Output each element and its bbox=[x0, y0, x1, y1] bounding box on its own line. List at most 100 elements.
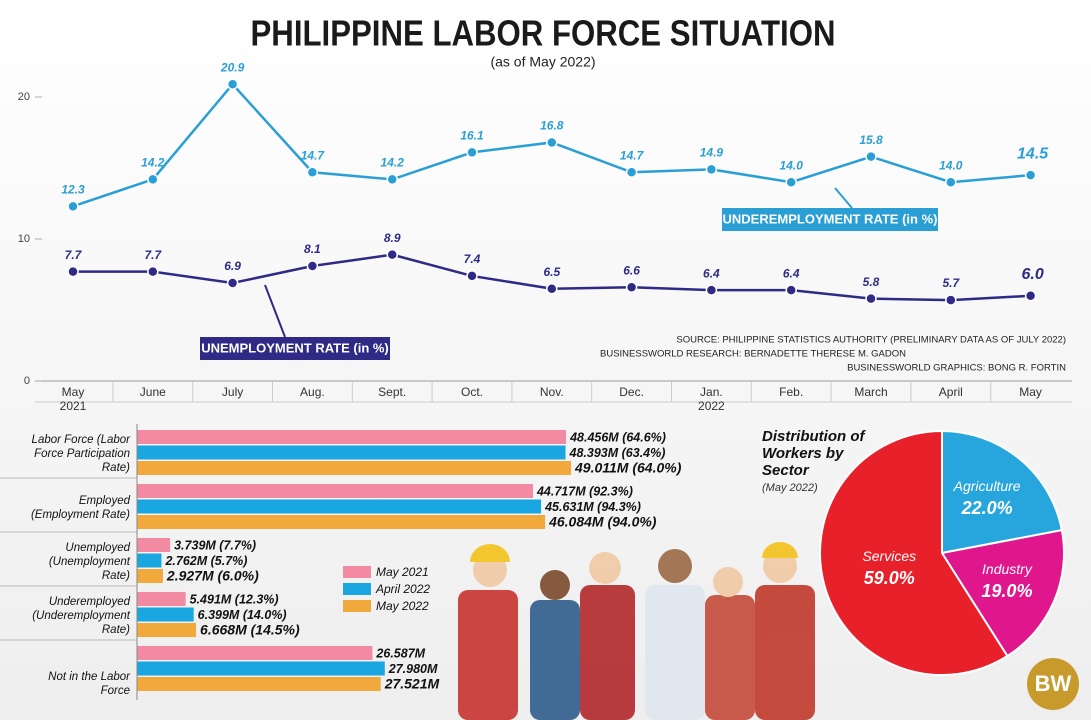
bar bbox=[137, 515, 546, 529]
bar bbox=[137, 538, 171, 552]
value-label: 44.717M (92.3%) bbox=[536, 484, 633, 498]
x-tick-label: June bbox=[139, 385, 166, 399]
point bbox=[147, 173, 159, 186]
y-tick-label: 20 bbox=[18, 91, 30, 103]
point bbox=[226, 78, 239, 90]
value-label: 6.9 bbox=[224, 259, 241, 273]
bar bbox=[137, 499, 542, 514]
value-label: 5.8 bbox=[863, 275, 880, 289]
value-label: 48.393M (63.4%) bbox=[569, 446, 666, 460]
bar bbox=[137, 569, 163, 583]
slice-value: 22.0% bbox=[961, 498, 1013, 518]
x-tick-label: May 2021 bbox=[59, 385, 87, 413]
legend-label: May 2022 bbox=[376, 599, 429, 613]
value-label: 7.7 bbox=[65, 248, 83, 262]
pie-title: Distribution of Workers by Sector bbox=[762, 428, 865, 479]
point bbox=[226, 277, 239, 289]
point bbox=[466, 146, 478, 159]
point bbox=[945, 294, 957, 306]
value-label: 48.456M (64.6%) bbox=[569, 430, 666, 444]
x-tick-label: July bbox=[221, 385, 244, 399]
value-label: 14.9 bbox=[700, 146, 724, 160]
bar bbox=[137, 607, 194, 622]
legend-box bbox=[722, 208, 938, 231]
legend-swatch bbox=[343, 600, 371, 612]
pie-slice bbox=[819, 429, 1009, 676]
category-label: Underemployed (Underemployment Rate) bbox=[32, 596, 130, 636]
bar bbox=[137, 445, 566, 460]
value-label: 16.8 bbox=[540, 119, 564, 133]
legend-label: April 2022 bbox=[375, 582, 430, 596]
value-label: 45.631M (94.3%) bbox=[544, 500, 641, 514]
value-label: 2.762M (5.7%) bbox=[164, 554, 247, 568]
value-label: 12.3 bbox=[61, 183, 85, 197]
value-label: 5.7 bbox=[942, 276, 960, 290]
point bbox=[546, 282, 558, 295]
value-label: 20.9 bbox=[220, 60, 245, 74]
point bbox=[705, 284, 718, 296]
value-label: 5.491M (12.3%) bbox=[190, 592, 279, 606]
value-label: 14.2 bbox=[141, 156, 165, 170]
x-tick-label: Aug. bbox=[300, 385, 325, 399]
legend-leader bbox=[834, 187, 853, 209]
point bbox=[1024, 290, 1037, 302]
value-label: 14.5 bbox=[1017, 145, 1049, 162]
value-label: 49.011M (64.0%) bbox=[574, 460, 682, 476]
value-label: 6.5 bbox=[543, 265, 560, 279]
slice-label: Industry bbox=[982, 561, 1033, 577]
pie-slice bbox=[941, 429, 1064, 555]
workers-illustration bbox=[458, 542, 815, 720]
source-note: SOURCE: PHILIPPINE STATISTICS AUTHORITY … bbox=[676, 335, 1066, 346]
point bbox=[67, 200, 79, 213]
chart-subtitle: (as of May 2022) bbox=[490, 54, 595, 70]
point bbox=[546, 136, 558, 149]
value-label: 8.9 bbox=[384, 231, 401, 245]
pie-subtitle: (May 2022) bbox=[762, 482, 818, 494]
point bbox=[625, 281, 638, 294]
point bbox=[865, 292, 877, 305]
logo-badge bbox=[1027, 658, 1079, 710]
bar bbox=[137, 661, 385, 676]
value-label: 14.0 bbox=[780, 158, 804, 172]
y-tick-label: 10 bbox=[18, 233, 30, 245]
value-label: 7.7 bbox=[144, 248, 162, 262]
value-label: 8.1 bbox=[304, 242, 321, 256]
bar bbox=[137, 553, 162, 568]
point bbox=[785, 176, 797, 188]
category-label: Employed (Employment Rate) bbox=[30, 495, 130, 521]
source-note: BUSINESSWORLD GRAPHICS: BONG R. FORTIN bbox=[847, 363, 1066, 374]
point bbox=[865, 150, 877, 163]
point bbox=[67, 265, 79, 278]
point bbox=[785, 284, 797, 296]
value-label: 14.7 bbox=[301, 148, 326, 162]
value-label: 6.4 bbox=[703, 266, 720, 280]
slice-value: 59.0% bbox=[864, 568, 915, 588]
value-label: 6.0 bbox=[1021, 266, 1043, 283]
legend-leader bbox=[264, 284, 286, 338]
point bbox=[306, 260, 319, 272]
bar bbox=[137, 484, 533, 498]
legend-box bbox=[200, 337, 390, 360]
slice-label: Services bbox=[862, 548, 916, 564]
x-tick-label: Jan. 2022 bbox=[698, 385, 725, 413]
value-label: 3.739M (7.7%) bbox=[174, 538, 256, 552]
value-label: 6.399M (14.0%) bbox=[198, 608, 287, 622]
x-tick-label: March bbox=[854, 385, 888, 399]
value-label: 6.4 bbox=[783, 266, 800, 280]
x-tick-label: Sept. bbox=[378, 385, 407, 399]
slice-value: 19.0% bbox=[981, 581, 1032, 601]
value-label: 27.521M bbox=[384, 676, 440, 692]
category-label: Not in the Labor Force bbox=[48, 671, 130, 697]
legend-label: May 2021 bbox=[376, 565, 429, 579]
value-label: 6.668M (14.5%) bbox=[200, 622, 300, 638]
point bbox=[386, 173, 398, 186]
value-label: 2.927M (6.0%) bbox=[166, 568, 259, 584]
bar bbox=[137, 461, 571, 475]
legend-label: UNDEREMPLOYMENT RATE (in %) bbox=[723, 211, 938, 226]
legend-swatch bbox=[343, 566, 371, 578]
x-tick-label: May bbox=[1019, 385, 1042, 399]
point bbox=[1024, 169, 1037, 181]
value-label: 27.980M bbox=[388, 662, 438, 676]
